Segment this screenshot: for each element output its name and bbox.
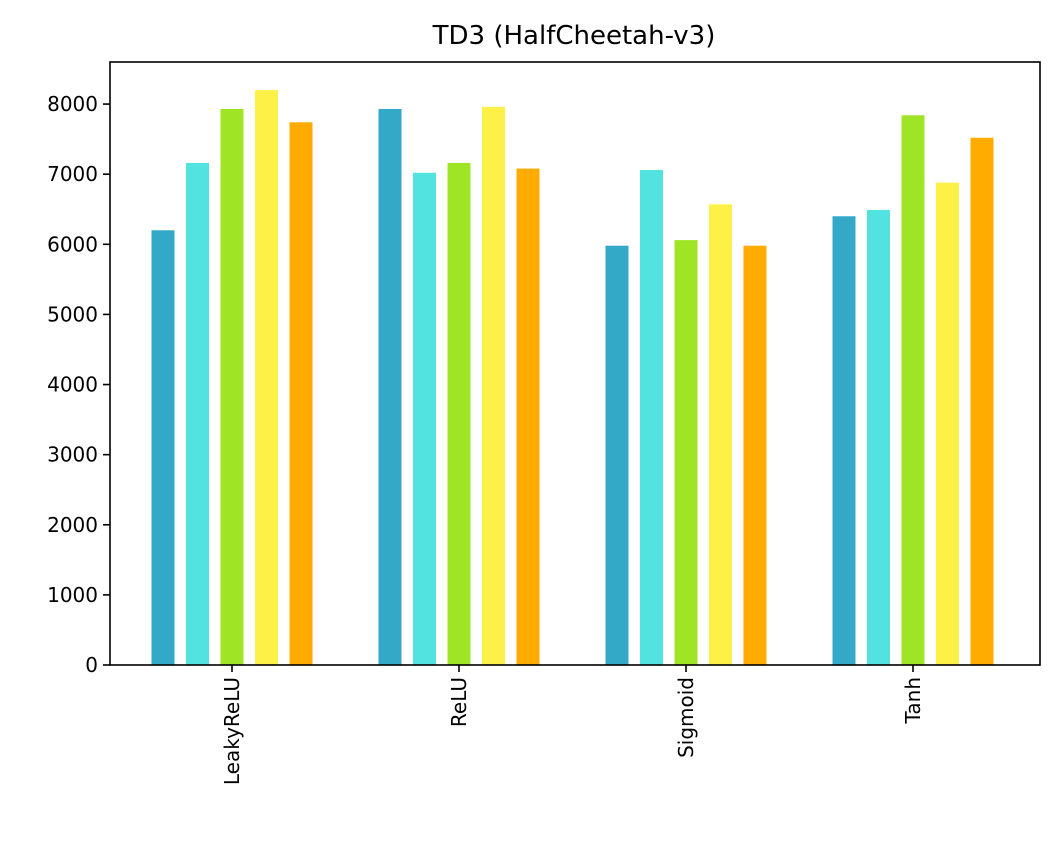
bar-relu-1 xyxy=(378,108,402,666)
x-axis: LeakyReLU ReLU Sigmoid Tanh xyxy=(220,665,925,785)
bar-leakyrelu-1 xyxy=(151,230,175,665)
bars-group xyxy=(151,90,994,666)
y-tick-label: 5000 xyxy=(47,302,98,326)
y-axis: 0 1000 2000 3000 4000 5000 6000 7000 8000 xyxy=(47,92,110,677)
bar-sigmoid-5 xyxy=(743,245,767,665)
bar-relu-3 xyxy=(447,162,471,665)
bar-tanh-5 xyxy=(970,137,994,666)
bar-sigmoid-3 xyxy=(674,240,698,665)
bar-relu-4 xyxy=(482,106,505,666)
bar-tanh-1 xyxy=(832,216,856,665)
bar-sigmoid-1 xyxy=(605,245,629,665)
x-tick-label-relu: ReLU xyxy=(447,677,471,727)
plot-frame xyxy=(109,61,1041,666)
bar-relu-2 xyxy=(413,172,436,665)
y-tick-label: 8000 xyxy=(47,92,98,116)
y-tick-label: 7000 xyxy=(47,162,98,186)
chart-title: TD3 (HalfCheetah-v3) xyxy=(432,21,716,51)
y-tick-label: 2000 xyxy=(47,513,98,537)
bar-tanh-4 xyxy=(936,182,959,665)
y-tick-label: 4000 xyxy=(47,373,98,397)
y-tick-label: 3000 xyxy=(47,443,98,467)
bar-leakyrelu-2 xyxy=(186,162,209,665)
y-tick-label: 1000 xyxy=(47,583,98,607)
x-tick-label-sigmoid: Sigmoid xyxy=(674,677,698,758)
bar-leakyrelu-3 xyxy=(220,108,244,666)
bar-leakyrelu-5 xyxy=(289,122,313,666)
x-tick-label-tanh: Tanh xyxy=(901,677,925,725)
bar-sigmoid-4 xyxy=(709,204,732,665)
x-tick-label-leakyrelu: LeakyReLU xyxy=(220,677,244,785)
bar-leakyrelu-4 xyxy=(255,90,278,666)
bar-tanh-2 xyxy=(867,209,890,665)
bar-sigmoid-2 xyxy=(640,169,663,666)
bar-tanh-3 xyxy=(901,115,925,666)
bar-relu-5 xyxy=(516,168,540,665)
y-tick-label: 6000 xyxy=(47,232,98,256)
y-tick-label: 0 xyxy=(85,653,98,677)
